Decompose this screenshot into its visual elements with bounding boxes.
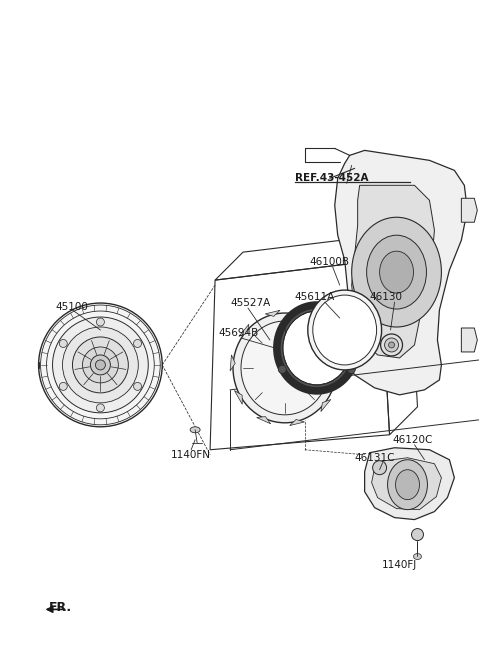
Ellipse shape bbox=[348, 365, 355, 373]
Ellipse shape bbox=[372, 461, 386, 475]
Polygon shape bbox=[372, 458, 442, 510]
Text: 45694B: 45694B bbox=[218, 328, 258, 338]
Ellipse shape bbox=[90, 355, 110, 375]
Ellipse shape bbox=[96, 360, 106, 370]
Polygon shape bbox=[335, 150, 468, 395]
Ellipse shape bbox=[60, 382, 67, 390]
Ellipse shape bbox=[313, 295, 377, 365]
Ellipse shape bbox=[52, 317, 148, 413]
Ellipse shape bbox=[96, 318, 104, 326]
Ellipse shape bbox=[133, 382, 142, 390]
Ellipse shape bbox=[367, 235, 426, 309]
Ellipse shape bbox=[190, 427, 200, 433]
Text: 45100: 45100 bbox=[56, 302, 88, 312]
Polygon shape bbox=[335, 365, 340, 381]
Polygon shape bbox=[257, 417, 271, 424]
Polygon shape bbox=[289, 419, 304, 426]
Ellipse shape bbox=[233, 313, 336, 423]
Polygon shape bbox=[234, 390, 242, 404]
Polygon shape bbox=[239, 325, 249, 336]
Ellipse shape bbox=[83, 347, 119, 383]
Polygon shape bbox=[230, 355, 235, 371]
Polygon shape bbox=[352, 185, 434, 358]
Text: 45527A: 45527A bbox=[230, 298, 270, 308]
Polygon shape bbox=[327, 332, 336, 346]
Ellipse shape bbox=[308, 290, 382, 370]
Ellipse shape bbox=[62, 327, 138, 403]
Ellipse shape bbox=[241, 321, 329, 415]
Text: 46131C: 46131C bbox=[355, 453, 395, 463]
Ellipse shape bbox=[384, 338, 398, 352]
Text: 1140FJ: 1140FJ bbox=[382, 560, 417, 570]
Ellipse shape bbox=[278, 365, 286, 373]
Ellipse shape bbox=[60, 340, 67, 348]
Polygon shape bbox=[265, 310, 280, 317]
Text: 46130: 46130 bbox=[370, 292, 403, 302]
Ellipse shape bbox=[352, 217, 442, 327]
Ellipse shape bbox=[411, 529, 423, 541]
Polygon shape bbox=[321, 399, 331, 411]
Ellipse shape bbox=[283, 311, 351, 385]
Ellipse shape bbox=[413, 554, 421, 560]
Ellipse shape bbox=[389, 342, 395, 348]
Ellipse shape bbox=[387, 460, 428, 510]
Text: REF.43-452A: REF.43-452A bbox=[295, 173, 368, 183]
Text: 46120C: 46120C bbox=[393, 435, 433, 445]
Text: FR.: FR. bbox=[48, 601, 72, 614]
Polygon shape bbox=[461, 198, 477, 222]
Ellipse shape bbox=[380, 251, 413, 293]
Ellipse shape bbox=[38, 303, 162, 427]
Ellipse shape bbox=[72, 337, 128, 393]
Ellipse shape bbox=[381, 334, 403, 356]
Ellipse shape bbox=[277, 305, 357, 391]
Text: 45611A: 45611A bbox=[295, 292, 335, 302]
Polygon shape bbox=[299, 312, 313, 319]
Ellipse shape bbox=[133, 340, 142, 348]
Text: 46100B: 46100B bbox=[310, 257, 350, 267]
Polygon shape bbox=[461, 328, 477, 352]
Ellipse shape bbox=[277, 305, 357, 391]
Ellipse shape bbox=[396, 470, 420, 499]
Polygon shape bbox=[365, 448, 455, 520]
Text: 1140FN: 1140FN bbox=[171, 450, 211, 460]
Ellipse shape bbox=[96, 404, 104, 412]
